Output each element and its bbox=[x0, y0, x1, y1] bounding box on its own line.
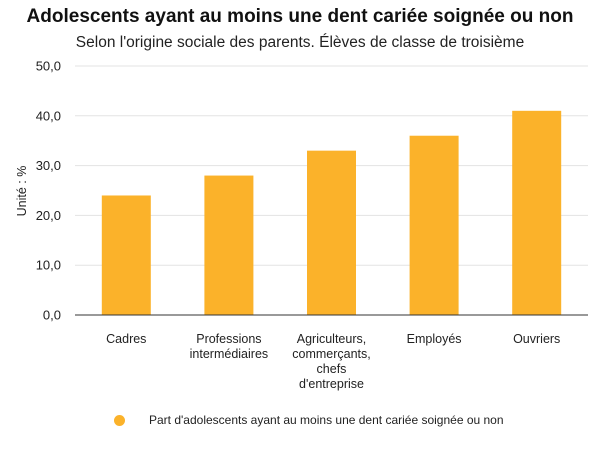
x-category-label: Professions intermédiaires bbox=[190, 332, 269, 361]
bar bbox=[409, 135, 459, 315]
bars bbox=[101, 110, 562, 315]
bar bbox=[307, 150, 356, 315]
y-tick-label: 20,0 bbox=[36, 208, 61, 223]
y-axis-ticks: 0,0 10,0 20,0 30,0 40,0 50,0 bbox=[36, 59, 61, 323]
y-tick-label: 10,0 bbox=[36, 258, 61, 273]
y-axis-label: Unité : % bbox=[15, 166, 29, 217]
chart-subtitle: Selon l'origine sociale des parents. Élè… bbox=[75, 34, 525, 51]
y-tick-label: 30,0 bbox=[36, 158, 61, 173]
x-category-label: Agriculteurs, commerçants, chefs d'entrepri… bbox=[292, 332, 371, 391]
y-tick-label: 0,0 bbox=[43, 308, 61, 323]
x-category-label: Cadres bbox=[106, 332, 146, 346]
y-tick-label: 40,0 bbox=[36, 108, 61, 123]
x-axis-categories: Cadres Professions intermédiaires Agriculte… bbox=[106, 332, 560, 391]
x-category-label: Ouvriers bbox=[513, 332, 560, 346]
x-category-label: Employés bbox=[407, 332, 462, 346]
legend-label: Part d'adolescents ayant au moins une de… bbox=[149, 413, 504, 427]
y-tick-label: 50,0 bbox=[36, 59, 61, 74]
legend-marker bbox=[114, 414, 125, 426]
bar bbox=[101, 195, 151, 315]
legend: Part d'adolescents ayant au moins une de… bbox=[114, 413, 504, 427]
bar bbox=[512, 110, 562, 315]
bar bbox=[204, 175, 254, 315]
chart-title: Adolescents ayant au moins une dent cari… bbox=[26, 6, 574, 27]
